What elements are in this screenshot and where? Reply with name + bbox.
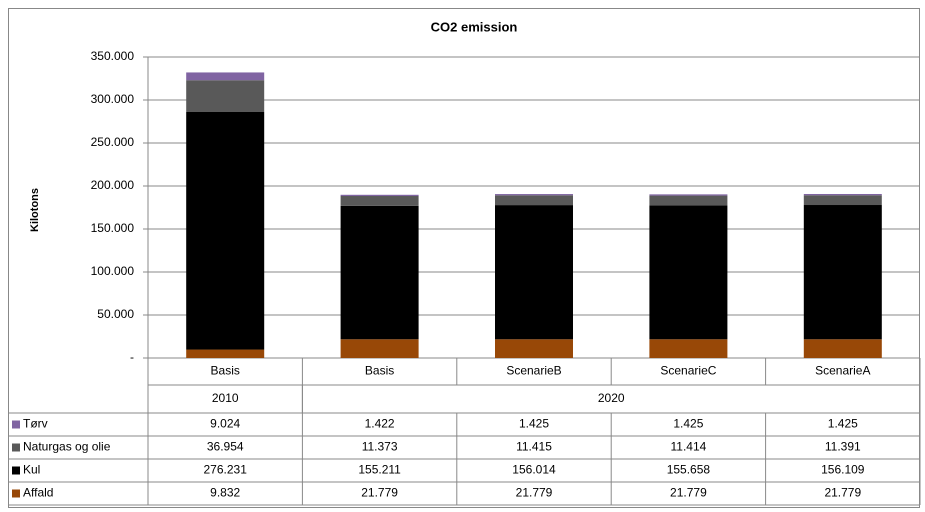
table-value: 1.425 [519, 417, 549, 431]
bar-segment [340, 205, 419, 340]
bar-segment [186, 80, 265, 112]
x-tick-label: Basis [365, 364, 394, 378]
legend-label: Kul [23, 463, 40, 477]
bar-segment [803, 205, 882, 340]
table-value: 1.425 [828, 417, 858, 431]
bar-segment [495, 195, 573, 206]
y-tick-label: 50.000 [97, 307, 134, 321]
bar-segment [186, 72, 265, 81]
bar-segment [803, 193, 882, 196]
bar-segment [186, 349, 265, 358]
bar-segment [495, 205, 573, 340]
y-tick-label: 100.000 [91, 264, 135, 278]
table-value: 11.414 [670, 440, 706, 454]
legend-label: Naturgas og olie [23, 440, 111, 454]
legend-key [12, 443, 20, 452]
table-value: 21.779 [670, 486, 707, 500]
y-tick-label: 200.000 [91, 178, 135, 192]
table-value: 11.391 [825, 440, 861, 454]
bar-segment [186, 111, 265, 350]
table-value: 156.109 [821, 463, 865, 477]
table-value: 1.425 [673, 417, 703, 431]
table-value: 11.373 [362, 440, 398, 454]
bar-segment [340, 196, 419, 206]
bar-segment [495, 194, 573, 196]
x-tick-label: ScenarieB [506, 364, 561, 378]
x-tick-label: ScenarieA [815, 364, 870, 378]
table-value: 276.231 [204, 463, 248, 477]
table-value: 36.954 [207, 440, 244, 454]
bar-segment [649, 195, 728, 206]
table-value: 11.415 [516, 440, 552, 454]
chart-title: CO2 emission [431, 19, 518, 34]
table-value: 21.779 [361, 486, 398, 500]
table-value: 155.658 [667, 463, 711, 477]
table-value: 9.832 [210, 486, 240, 500]
legend-label: Tørv [23, 417, 48, 431]
bar-segment [649, 339, 728, 358]
y-axis-label: Kilotons [29, 188, 41, 232]
y-tick-label: 150.000 [91, 221, 135, 235]
legend-label: Affald [23, 486, 53, 500]
table-value: 21.779 [516, 486, 553, 500]
bar-segment [803, 339, 882, 358]
bar-segment [340, 194, 419, 197]
x-tick-label: ScenarieC [660, 364, 716, 378]
bar-segment [803, 195, 882, 206]
x-tick-label: Basis [211, 364, 240, 378]
category-group-label: 2010 [212, 391, 239, 405]
table-value: 21.779 [824, 486, 861, 500]
bar-segment [495, 339, 573, 358]
bar-segment [649, 205, 728, 340]
legend-key [12, 466, 20, 475]
y-tick-label: 300.000 [91, 92, 135, 106]
y-tick-label: 350.000 [91, 49, 135, 63]
category-group-label: 2020 [598, 391, 625, 405]
bar-segment [649, 194, 728, 196]
table-value: 9.024 [210, 417, 240, 431]
legend-key [12, 489, 20, 498]
y-tick-label: 250.000 [91, 135, 135, 149]
legend-key [12, 420, 20, 429]
bar-segment [340, 339, 419, 358]
y-tick-label: - [130, 350, 134, 364]
table-value: 155.211 [358, 463, 401, 477]
chart-border [8, 8, 920, 508]
table-value: 156.014 [512, 463, 556, 477]
table-value: 1.422 [365, 417, 395, 431]
